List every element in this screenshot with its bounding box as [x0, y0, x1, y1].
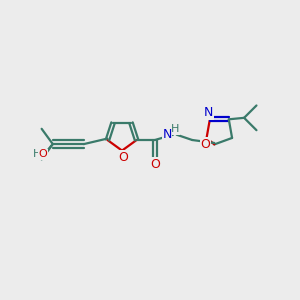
Text: N: N — [204, 106, 213, 119]
Text: O: O — [150, 158, 160, 171]
Text: H: H — [32, 149, 41, 159]
Text: N: N — [162, 128, 172, 141]
Text: O: O — [39, 149, 47, 159]
Text: H: H — [171, 124, 180, 134]
Text: O: O — [118, 151, 128, 164]
Text: O: O — [200, 138, 210, 151]
